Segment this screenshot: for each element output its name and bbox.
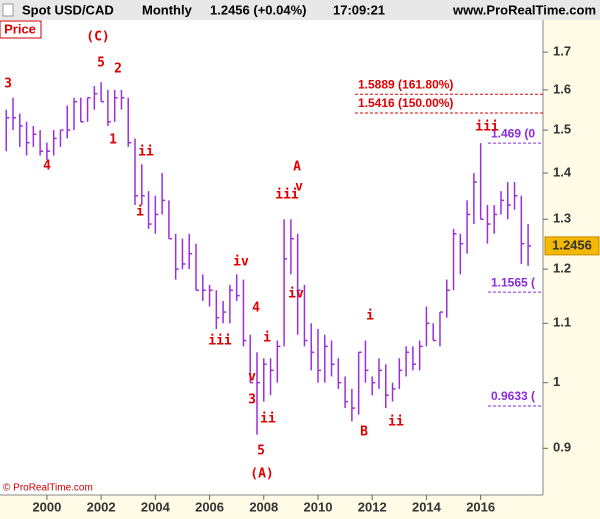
time: 17:09:21 (333, 2, 385, 17)
wave-label: 1 (109, 133, 117, 148)
wave-label: i (366, 309, 374, 324)
copyright: © ProRealTime.com (3, 483, 93, 494)
x-tick-label: 2014 (412, 499, 442, 514)
wave-label: v (248, 370, 256, 385)
x-tick-label: 2008 (249, 499, 278, 514)
site: www.ProRealTime.com (452, 2, 596, 17)
y-tick-label: 1.2 (553, 261, 571, 276)
quote: 1.2456 (+0.04%) (210, 2, 306, 17)
y-tick-label: 1.1 (553, 315, 571, 330)
wave-label: i (136, 205, 144, 220)
y-tick-label: 1.4 (553, 165, 572, 180)
x-tick-label: 2016 (466, 499, 495, 514)
y-tick-label: 1 (553, 374, 560, 389)
wave-label: 5 (257, 444, 265, 459)
wave-label: iv (233, 255, 249, 270)
wave-label: ii (388, 415, 404, 430)
wave-label: iii (208, 334, 232, 349)
level-label: 1.5889 (161.80%) (358, 77, 453, 91)
panel-label-box (0, 20, 42, 39)
wave-label: 2 (114, 62, 122, 77)
wave-label: A (293, 160, 301, 175)
wave-label: B (360, 425, 368, 440)
y-tick-label: 1.6 (553, 81, 571, 96)
wave-label: 4 (252, 301, 260, 316)
wave-label: iii (275, 188, 299, 203)
x-tick-label: 2010 (304, 499, 333, 514)
x-tick-label: 2000 (32, 499, 61, 514)
y-tick-label: 1.7 (553, 44, 571, 59)
y-tick-label: 1.5 (553, 122, 571, 137)
plot-area (0, 20, 543, 495)
chart-icon (2, 3, 14, 17)
x-tick-label: 2002 (87, 499, 116, 514)
wave-label: i (263, 331, 271, 346)
header-bar (0, 0, 600, 20)
panel-label: Price (4, 21, 36, 36)
wave-label: 5 (97, 56, 105, 71)
x-tick-label: 2012 (358, 499, 387, 514)
wave-label: v (295, 180, 303, 195)
level-label: 1.5416 (150.00%) (358, 96, 453, 110)
x-tick-label: 2006 (195, 499, 224, 514)
wave-label: 4 (43, 159, 51, 174)
symbol: Spot USD/CAD (22, 2, 114, 17)
x-tick-label: 2004 (141, 499, 171, 514)
last-price: 1.2456 (552, 237, 592, 252)
level-label: 0.9633 ( (491, 389, 535, 403)
wave-label: iv (288, 287, 304, 302)
wave-label: 3 (248, 393, 256, 408)
level-label: 1.1565 ( (491, 275, 535, 289)
wave-label: ii (260, 412, 276, 427)
wave-label: (A) (250, 467, 273, 482)
wave-label: (C) (86, 30, 109, 45)
level-label: 1.469 (0 (491, 126, 535, 140)
wave-label: ii (138, 145, 154, 160)
y-tick-label: 1.3 (553, 211, 571, 226)
wave-label: iii (475, 120, 499, 135)
y-tick-label: 0.9 (553, 440, 571, 455)
last-price-box (544, 236, 600, 256)
wave-label: 3 (4, 77, 12, 92)
period: Monthly (142, 2, 193, 17)
